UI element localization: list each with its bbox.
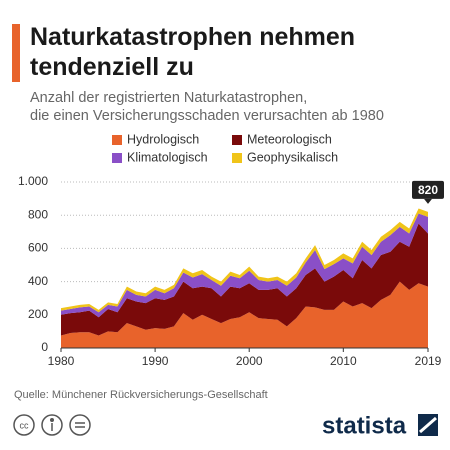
subtitle: die einen Versicherungsschaden verursach…: [30, 108, 384, 124]
y-tick-label: 600: [28, 241, 48, 255]
brand: statista: [322, 412, 407, 439]
area: [61, 281, 428, 348]
legend-label: Geophysikalisch: [247, 150, 338, 164]
y-tick-label: 0: [41, 340, 48, 354]
x-tick-label: 2010: [330, 354, 357, 368]
area: [61, 223, 428, 336]
legend-label: Meteorologisch: [247, 132, 332, 146]
subtitle: Anzahl der registrierten Naturkatastroph…: [30, 90, 307, 106]
x-tick-label: 2019: [415, 354, 442, 368]
legend-swatch: [112, 153, 122, 163]
y-tick-label: 800: [28, 207, 48, 221]
license-icons: cc: [13, 414, 91, 436]
legend-label: Klimatologisch: [127, 150, 208, 164]
legend-label: Hydrologisch: [127, 132, 199, 146]
legend-swatch: [232, 135, 242, 145]
svg-text:cc: cc: [20, 420, 30, 430]
x-tick-label: 1980: [48, 354, 75, 368]
annotation-box: [412, 180, 444, 199]
area: [61, 213, 428, 318]
legend-swatch: [112, 135, 122, 145]
brand-icon: [418, 414, 438, 436]
y-tick-label: 400: [28, 274, 48, 288]
annotation-pointer: [424, 198, 432, 204]
x-tick-label: 1990: [142, 354, 169, 368]
legend-swatch: [232, 153, 242, 163]
y-tick-label: 1.000: [18, 174, 48, 188]
title-accent: [12, 24, 20, 82]
y-tick-label: 200: [28, 307, 48, 321]
chart-title: Naturkatastrophen nehmen tendenziell zu: [30, 23, 355, 81]
source: Quelle: Münchener Rückversicherungs-Gese…: [14, 389, 268, 401]
x-tick-label: 2000: [236, 354, 263, 368]
annotation-label: 820: [418, 183, 438, 197]
